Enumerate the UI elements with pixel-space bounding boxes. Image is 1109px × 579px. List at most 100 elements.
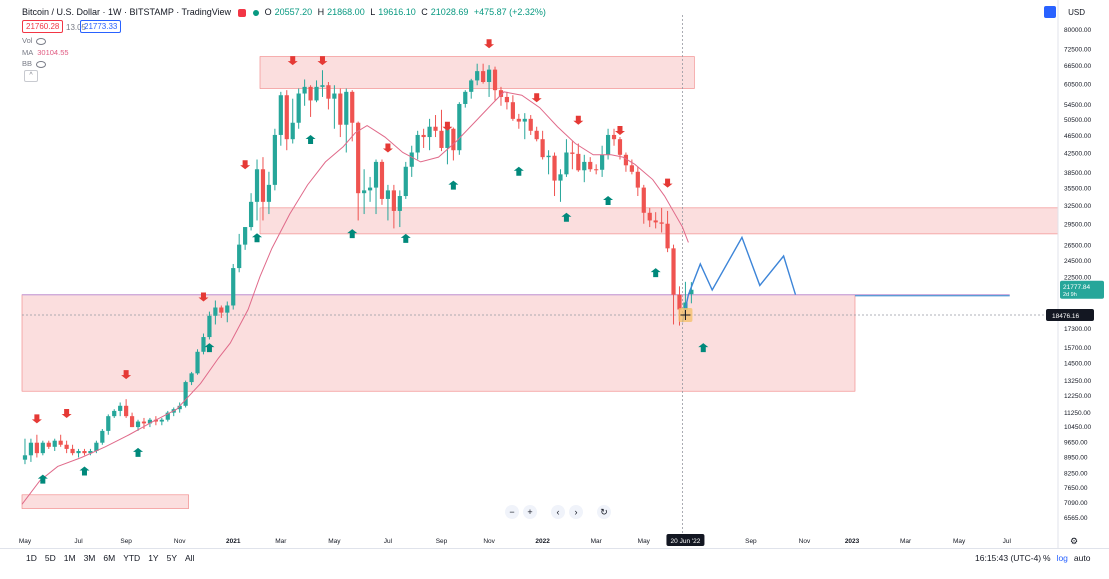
candle[interactable]	[540, 139, 545, 158]
candle[interactable]	[201, 337, 206, 352]
candle[interactable]	[689, 289, 694, 295]
candle[interactable]	[605, 134, 611, 155]
candle[interactable]	[409, 152, 414, 167]
candle[interactable]	[207, 315, 212, 338]
candle[interactable]	[362, 190, 367, 194]
candle[interactable]	[600, 154, 605, 170]
candle[interactable]	[350, 91, 355, 123]
candle[interactable]	[272, 134, 277, 185]
sell-price-button[interactable]: 21760.28	[22, 20, 64, 33]
candle[interactable]	[344, 91, 349, 125]
eye-icon[interactable]	[36, 60, 47, 68]
candle[interactable]	[481, 71, 486, 83]
candle[interactable]	[403, 166, 408, 197]
currency-selector[interactable]: USD	[1068, 8, 1085, 17]
candle[interactable]	[106, 416, 111, 431]
candle[interactable]	[629, 165, 634, 172]
range-1d-button[interactable]: 1D	[26, 553, 37, 563]
reset-chart-button[interactable]: ↻	[597, 505, 611, 519]
candle[interactable]	[118, 405, 123, 411]
scroll-left-button[interactable]: ‹	[551, 505, 565, 519]
candle[interactable]	[486, 69, 492, 83]
candle[interactable]	[367, 187, 373, 191]
candle[interactable]	[594, 169, 599, 171]
projection-path[interactable]	[681, 235, 797, 323]
candle[interactable]	[546, 155, 551, 158]
range-3m-button[interactable]: 3M	[83, 553, 96, 563]
candle[interactable]	[213, 307, 218, 316]
candle[interactable]	[124, 405, 129, 417]
candle[interactable]	[516, 118, 521, 122]
candle[interactable]	[588, 161, 593, 170]
candle[interactable]	[237, 244, 242, 269]
candle[interactable]	[189, 373, 194, 383]
candle[interactable]	[219, 307, 224, 313]
gear-icon[interactable]: ⚙	[1070, 536, 1079, 546]
candle[interactable]	[421, 134, 426, 138]
candle[interactable]	[64, 444, 69, 449]
candle[interactable]	[225, 305, 230, 313]
range-5y-button[interactable]: 5Y	[166, 553, 177, 563]
candle[interactable]	[427, 126, 432, 138]
range-1y-button[interactable]: 1Y	[148, 553, 159, 563]
candle[interactable]	[582, 161, 587, 171]
candle[interactable]	[266, 184, 272, 202]
candle[interactable]	[397, 196, 402, 211]
candle[interactable]	[159, 419, 164, 422]
supply-zone[interactable]	[21, 494, 189, 509]
chevron-up-icon[interactable]: ^	[24, 70, 38, 82]
candle[interactable]	[463, 91, 468, 104]
candle[interactable]	[88, 451, 93, 454]
ma-indicator[interactable]: MA 30104.55	[22, 48, 69, 57]
candle[interactable]	[677, 294, 682, 310]
candle[interactable]	[260, 169, 266, 202]
candle[interactable]	[439, 130, 444, 148]
candle[interactable]	[475, 71, 480, 81]
candle[interactable]	[504, 96, 510, 103]
candle[interactable]	[320, 85, 325, 87]
candle[interactable]	[70, 448, 75, 454]
candle[interactable]	[373, 161, 379, 188]
candle[interactable]	[58, 440, 63, 445]
moving-average-line[interactable]	[21, 91, 689, 505]
candle[interactable]	[641, 187, 646, 213]
candle[interactable]	[94, 442, 99, 452]
range-all-button[interactable]: All	[185, 553, 195, 563]
candle[interactable]	[82, 451, 87, 454]
candle[interactable]	[326, 85, 331, 99]
candle[interactable]	[141, 421, 147, 424]
candle[interactable]	[248, 201, 254, 228]
candle[interactable]	[129, 416, 135, 428]
candle[interactable]	[243, 227, 248, 245]
symbol-title[interactable]: Bitcoin / U.S. Dollar · 1W · BITSTAMP · …	[22, 7, 232, 17]
candle[interactable]	[135, 421, 141, 428]
candle[interactable]	[284, 95, 289, 140]
candle[interactable]	[415, 134, 420, 153]
percent-scale-toggle[interactable]: %	[1043, 553, 1051, 563]
range-1m-button[interactable]: 1M	[63, 553, 76, 563]
candle[interactable]	[332, 93, 337, 99]
candle[interactable]	[522, 118, 527, 122]
candle[interactable]	[165, 412, 170, 420]
candle[interactable]	[278, 95, 283, 135]
supply-zone[interactable]	[21, 294, 856, 392]
candle[interactable]	[665, 223, 670, 249]
scroll-right-button[interactable]: ›	[569, 505, 583, 519]
candle[interactable]	[100, 430, 105, 443]
candle[interactable]	[564, 152, 569, 175]
eye-icon[interactable]	[36, 37, 47, 45]
candle[interactable]	[52, 440, 57, 447]
candle[interactable]	[510, 102, 515, 119]
bb-indicator[interactable]: BB	[22, 59, 47, 68]
candle[interactable]	[254, 169, 260, 202]
candle[interactable]	[534, 130, 539, 140]
range-5d-button[interactable]: 5D	[44, 553, 56, 563]
candle[interactable]	[40, 442, 45, 454]
candle[interactable]	[570, 152, 575, 154]
volume-indicator[interactable]: Vol	[22, 36, 47, 45]
candle[interactable]	[445, 128, 450, 148]
candle[interactable]	[659, 222, 664, 224]
candle[interactable]	[34, 442, 39, 454]
candle[interactable]	[391, 190, 396, 211]
